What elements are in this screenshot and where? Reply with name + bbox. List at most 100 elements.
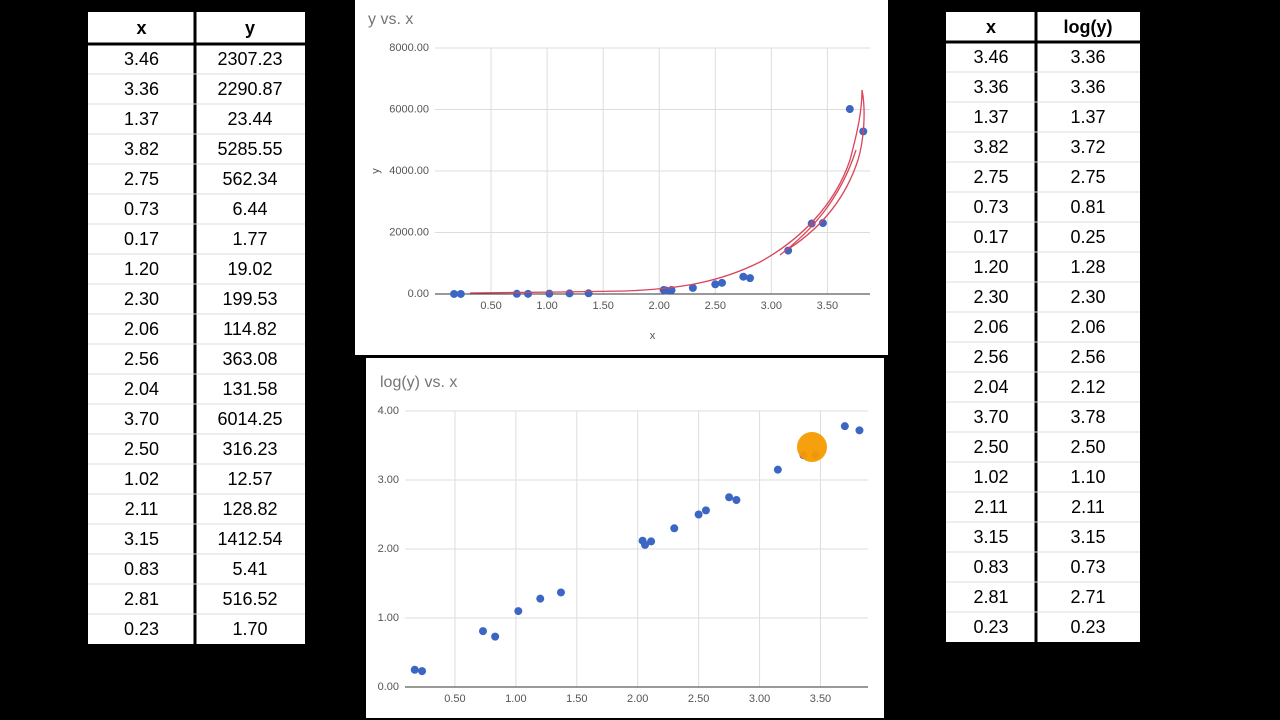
table-cell: 128.82 [222, 499, 277, 519]
table-cell: 2.56 [1070, 347, 1105, 367]
table-cell: 3.36 [1070, 47, 1105, 67]
point [556, 588, 565, 597]
x-tick-label: 2.00 [627, 693, 648, 705]
y-axis-label: y [370, 168, 382, 174]
table-cell: 2.56 [124, 349, 159, 369]
table-cell: 1.28 [1070, 257, 1105, 277]
point [845, 105, 854, 114]
x-tick-label: 3.50 [817, 300, 838, 312]
table-cell: 363.08 [222, 349, 277, 369]
table-cell: 0.23 [973, 617, 1008, 637]
point [784, 246, 793, 255]
table-cell: 316.23 [222, 439, 277, 459]
x-tick-label: 2.50 [705, 300, 726, 312]
point [711, 280, 720, 289]
x-axis-label: x [650, 330, 656, 342]
table-cell: 3.15 [973, 527, 1008, 547]
table-cell: 2.04 [973, 377, 1008, 397]
table-cell: 5285.55 [217, 139, 282, 159]
table-cell: 2290.87 [217, 79, 282, 99]
point [855, 426, 864, 435]
table-cell: 2.30 [973, 287, 1008, 307]
table-cell: 0.17 [124, 229, 159, 249]
table-cell: 3.46 [973, 47, 1008, 67]
table-cell: 2.11 [1071, 497, 1105, 517]
x-tick-label: 1.00 [505, 693, 526, 705]
table-cell: 1.02 [124, 469, 159, 489]
table-cell: 0.83 [973, 557, 1008, 577]
table-header: x [986, 17, 996, 37]
point [746, 274, 755, 283]
table-cell: 2.75 [124, 169, 159, 189]
table-cell: 2.81 [973, 587, 1008, 607]
x-tick-label: 1.00 [536, 300, 557, 312]
y-tick-label: 2000.00 [389, 226, 429, 238]
point [514, 607, 523, 616]
table-cell: 516.52 [222, 589, 277, 609]
cursor-highlight [797, 432, 827, 462]
point [688, 283, 697, 292]
table-cell: 1.37 [973, 107, 1008, 127]
table-cell: 1.37 [124, 109, 159, 129]
point [536, 594, 545, 603]
table-cell: 2.11 [125, 499, 159, 519]
table-cell: 2307.23 [217, 49, 282, 69]
y-tick-label: 4.00 [378, 405, 399, 417]
table-cell: 3.15 [1070, 527, 1105, 547]
table-cell: 3.15 [124, 529, 159, 549]
table-cell: 0.73 [124, 199, 159, 219]
point [478, 627, 487, 636]
table-cell: 199.53 [222, 289, 277, 309]
table-cell: 2.06 [1070, 317, 1105, 337]
table-cell: 2.06 [124, 319, 159, 339]
table-cell: 1.77 [232, 229, 267, 249]
chart-title: y vs. x [368, 11, 413, 28]
point [450, 289, 459, 298]
table-cell: 3.36 [973, 77, 1008, 97]
table-cell: 3.82 [124, 139, 159, 159]
y-tick-label: 0.00 [408, 288, 429, 300]
table-cell: 1.20 [973, 257, 1008, 277]
point [584, 289, 593, 298]
table-cell: 2.50 [124, 439, 159, 459]
x-tick-label: 3.50 [810, 693, 831, 705]
table-cell: 0.81 [1070, 197, 1105, 217]
y-tick-label: 3.00 [378, 474, 399, 486]
table-cell: 2.30 [1070, 287, 1105, 307]
x-tick-label: 2.00 [649, 300, 670, 312]
point [659, 285, 668, 294]
point [807, 219, 816, 228]
table-cell: 3.72 [1070, 137, 1105, 157]
table-cell: 2.50 [1070, 437, 1105, 457]
point [818, 219, 827, 228]
table-cell: 2.81 [124, 589, 159, 609]
point [670, 524, 679, 533]
table-cell: 3.70 [973, 407, 1008, 427]
table-cell: 114.82 [223, 319, 277, 339]
point [840, 422, 849, 431]
x-tick-label: 3.00 [761, 300, 782, 312]
x-tick-label: 2.50 [688, 693, 709, 705]
x-tick-label: 0.50 [480, 300, 501, 312]
table-cell: 0.83 [124, 559, 159, 579]
y-tick-label: 2.00 [378, 543, 399, 555]
point [739, 272, 748, 281]
table-header: y [245, 18, 255, 38]
point [418, 667, 427, 676]
table-cell: 5.41 [232, 559, 267, 579]
point [773, 465, 782, 474]
y-tick-label: 8000.00 [389, 42, 429, 54]
table-cell: 1.20 [124, 259, 159, 279]
table-cell: 1412.54 [217, 529, 282, 549]
table-cell: 1.37 [1070, 107, 1105, 127]
table-cell: 131.58 [222, 379, 277, 399]
table [946, 12, 1140, 642]
x-tick-label: 1.50 [592, 300, 613, 312]
point [701, 506, 710, 515]
table-cell: 1.02 [973, 467, 1008, 487]
y-tick-label: 6000.00 [389, 103, 429, 115]
point [694, 510, 703, 519]
table-cell: 2.75 [1070, 167, 1105, 187]
table-cell: 3.78 [1070, 407, 1105, 427]
annotation-curve [469, 89, 865, 294]
